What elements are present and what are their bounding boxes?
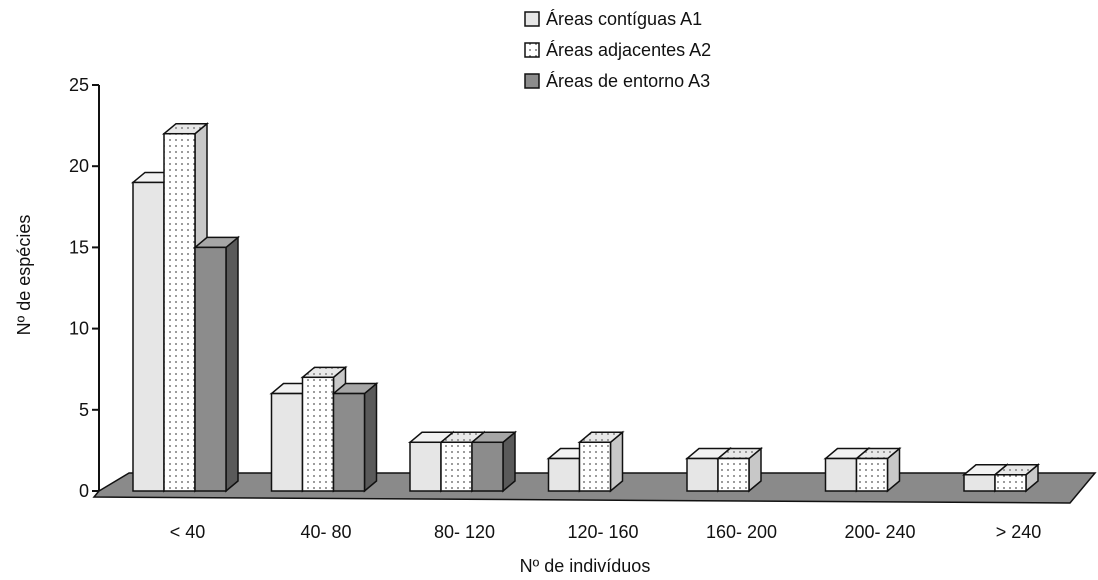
bar-front: [717, 457, 750, 492]
x-tick-label: 40- 80: [300, 522, 351, 542]
x-tick-label: 200- 240: [844, 522, 915, 542]
bar-front: [578, 441, 612, 492]
bar-front: [855, 457, 889, 492]
y-tick-label: 5: [79, 400, 89, 420]
bar-front: [994, 474, 1027, 492]
y-tick-label: 20: [69, 156, 89, 176]
bar-side: [363, 381, 378, 493]
bar-front: [471, 441, 504, 492]
bar-front: [824, 457, 858, 492]
legend-swatch: [524, 42, 540, 58]
bar-front: [963, 474, 996, 492]
legend-label: Áreas de entorno A3: [546, 71, 710, 91]
y-tick-label: 0: [79, 481, 89, 501]
bar-side: [225, 235, 239, 493]
bar-front: [332, 392, 366, 492]
y-tick-label: 25: [69, 75, 89, 95]
bar: [992, 463, 1041, 493]
legend-swatch: [524, 73, 540, 89]
bar: [331, 381, 379, 493]
bar-front: [270, 392, 304, 492]
bar: [192, 235, 241, 493]
bar-front: [194, 246, 227, 492]
bar-front: [547, 457, 581, 492]
bar-front: [301, 376, 335, 492]
bar: [715, 446, 764, 493]
bar: [577, 430, 625, 493]
bar: [469, 430, 518, 493]
x-tick-label: 160- 200: [706, 522, 777, 542]
bars-group: [130, 122, 1041, 493]
y-axis: 0 5 10 15 20 25: [69, 75, 100, 501]
legend-swatch: [524, 11, 540, 27]
bar-front: [132, 181, 165, 492]
x-tick-label: > 240: [996, 522, 1042, 542]
bar: [854, 446, 902, 493]
bar-front: [686, 457, 719, 492]
x-tick-labels: < 40 40- 80 80- 120 120- 160 160- 200 200- 24…: [170, 522, 1042, 542]
y-axis-label: Nº de espécies: [14, 215, 34, 336]
legend: Áreas contíguas A1 Áreas adjacentes A2 Áre…: [524, 9, 711, 91]
y-tick-label: 15: [69, 237, 89, 257]
legend-label: Áreas contíguas A1: [546, 9, 702, 29]
bar-front: [163, 132, 196, 492]
legend-label: Áreas adjacentes A2: [546, 40, 711, 60]
bar-front: [440, 441, 473, 492]
x-axis-label: Nº de indivíduos: [520, 556, 651, 576]
y-tick-label: 10: [69, 319, 89, 339]
x-tick-label: < 40: [170, 522, 206, 542]
x-tick-label: 80- 120: [434, 522, 495, 542]
bar-front: [409, 441, 442, 492]
x-tick-label: 120- 160: [567, 522, 638, 542]
